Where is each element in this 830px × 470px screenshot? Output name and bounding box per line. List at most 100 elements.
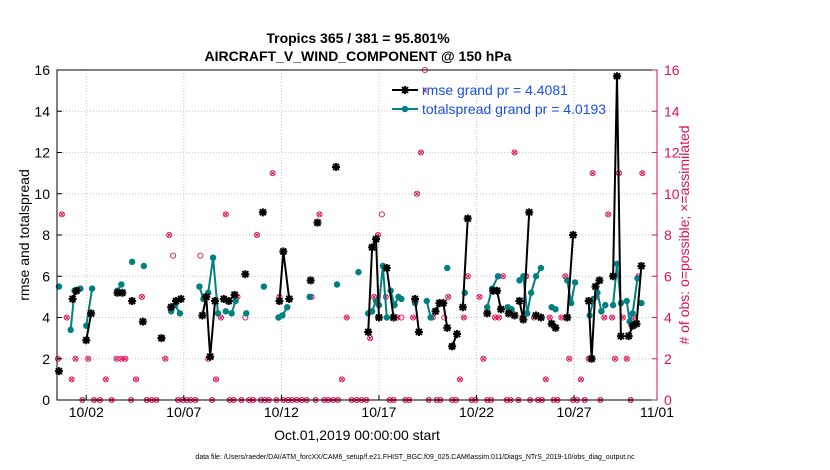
obs-possible-marker	[367, 335, 374, 342]
totalspread-point	[128, 258, 136, 266]
totalspread-point	[214, 310, 222, 317]
series-lines	[54, 72, 646, 376]
obs-possible-marker	[68, 376, 75, 383]
obs-possible-marker	[58, 211, 65, 218]
obs-assimilated-marker	[73, 356, 78, 362]
rmse-line-segment	[201, 296, 217, 357]
rmse-point	[504, 309, 513, 318]
left-y-tick-label: 4	[42, 310, 50, 326]
obs-possible-marker	[170, 252, 177, 259]
totalspread-point	[638, 299, 645, 307]
obs-possible-marker	[589, 170, 596, 177]
obs-assimilated-marker	[410, 315, 416, 320]
left-y-tick-label: 10	[34, 186, 50, 202]
obs-assimilated-marker	[496, 315, 502, 320]
totalspread-point	[427, 314, 434, 321]
obs-possible-marker	[222, 211, 229, 218]
rmse-point	[172, 297, 181, 305]
totalspread-point	[232, 297, 239, 305]
obs-possible-marker	[338, 376, 345, 383]
obs-assimilated-marker	[317, 212, 322, 217]
x-tick-label: 11/01	[640, 404, 674, 420]
obs-possible-marker	[605, 211, 612, 218]
obs-possible-marker	[343, 314, 350, 321]
obs-possible-marker	[623, 355, 630, 362]
left-y-tick-label: 16	[34, 62, 50, 78]
obs-assimilated-marker	[590, 170, 595, 176]
obs-possible-marker	[611, 355, 619, 362]
totalspread-point	[67, 326, 74, 334]
rmse-point	[372, 235, 381, 244]
obs-possible-marker	[601, 314, 608, 321]
left-y-tick-label: 2	[42, 351, 50, 367]
rmse-point	[230, 290, 239, 299]
chart-title-line2: AIRCRAFT_V_WIND_COMPONENT @ 150 hPa	[205, 48, 512, 64]
obs-possible-marker	[445, 293, 452, 300]
obs-possible-marker	[417, 149, 424, 156]
totalspread-point	[222, 308, 229, 315]
left-y-tick-label: 8	[42, 227, 50, 243]
obs-assimilated-marker	[640, 170, 645, 176]
rmse-point	[118, 288, 127, 297]
obs-assimilated-marker	[418, 150, 424, 155]
totalspread-point	[602, 301, 609, 309]
obs-possible-marker	[63, 314, 70, 321]
grid-lines	[57, 70, 657, 400]
totalspread-point	[516, 277, 523, 284]
obs-assimilated-marker	[566, 356, 572, 362]
obs-assimilated-marker	[477, 294, 482, 300]
x-tick-label: 10/22	[459, 404, 494, 420]
right-y-tick-label: 8	[664, 227, 672, 243]
obs-assimilated-marker	[103, 377, 109, 382]
rmse-point	[332, 162, 341, 171]
rmse-line-segment	[367, 238, 380, 332]
rmse-point	[113, 288, 122, 297]
obs-assimilated-marker	[64, 315, 70, 320]
obs-assimilated-marker	[414, 191, 420, 197]
totalspread-point	[629, 310, 636, 317]
rmse-point	[72, 286, 81, 295]
rmse-point	[591, 282, 600, 291]
obs-possible-marker	[166, 231, 173, 239]
right-y-tick-label: 0	[664, 392, 672, 408]
left-y-tick-label: 6	[42, 268, 50, 284]
left-y-axis-label: rmse and totalspread	[16, 169, 32, 301]
rmse-point	[414, 327, 423, 336]
obs-possible-marker	[491, 314, 499, 321]
totalspread-point	[279, 312, 286, 319]
obs-possible-marker	[197, 252, 204, 259]
obs-possible-marker	[85, 355, 92, 362]
obs-assimilated-marker	[465, 273, 471, 279]
obs-assimilated-marker	[457, 377, 463, 382]
rmse-point	[198, 311, 207, 320]
rmse-line-segment	[461, 218, 469, 308]
totalspread-point	[398, 295, 405, 303]
totalspread-point	[484, 303, 491, 311]
right-y-tick-label: 16	[664, 62, 680, 78]
data-file-footer: data file: /Users/raeder/DAI/ATM_forcXX/…	[195, 454, 635, 461]
left-y-tick-label: 12	[34, 145, 50, 161]
rmse-point	[624, 332, 633, 341]
x-tick-label: 10/07	[166, 404, 201, 420]
rmse-point	[439, 299, 448, 308]
rmse-point	[258, 208, 267, 217]
obs-possible-marker	[577, 376, 584, 383]
totalspread-point	[383, 314, 390, 321]
rmse-point	[569, 231, 578, 239]
obs-assimilated-marker	[559, 315, 564, 320]
obs-possible-marker	[212, 376, 220, 383]
rmse-line-segment	[434, 302, 449, 328]
right-y-axis-ticks: 0 2 4 6 8 10 12 14 16	[652, 62, 680, 408]
rmse-point	[563, 313, 572, 322]
obs-assimilated-marker	[492, 315, 498, 320]
rmse-point	[364, 327, 373, 336]
obs-count-markers	[54, 66, 646, 404]
rmse-point	[241, 270, 250, 279]
totalspread-point	[552, 306, 559, 313]
obs-possible-marker	[542, 376, 549, 383]
right-y-tick-label: 4	[664, 310, 672, 326]
totalspread-point	[623, 297, 630, 305]
obs-possible-marker	[639, 170, 646, 177]
obs-possible-marker	[476, 293, 483, 300]
